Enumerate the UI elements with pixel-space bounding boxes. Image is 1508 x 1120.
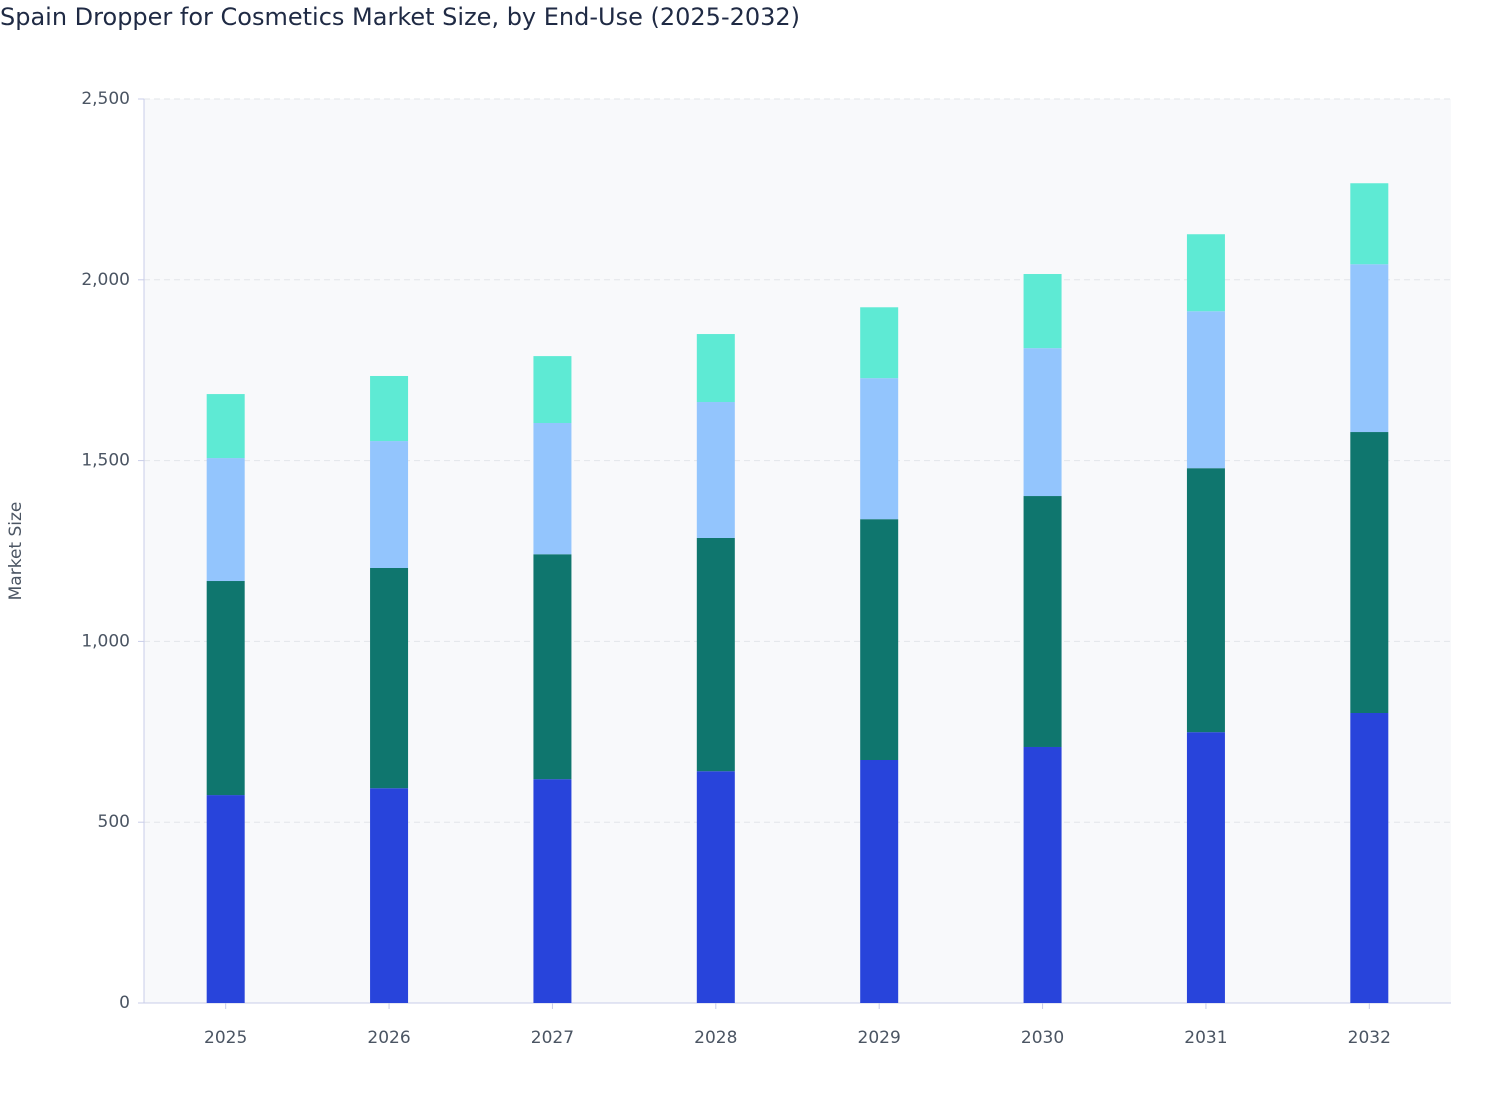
y-tick-label: 2,000 <box>81 270 130 290</box>
x-tick-label: 2027 <box>531 1028 574 1048</box>
bar-segment <box>370 441 409 568</box>
y-tick-label: 1,000 <box>81 631 130 651</box>
bar-segment <box>533 422 572 555</box>
bar-segment <box>696 537 735 772</box>
bar-segment <box>1023 496 1062 747</box>
bar-segment <box>696 334 735 403</box>
bar-segment <box>1023 348 1062 497</box>
bar-segment <box>206 581 245 796</box>
bar-segment <box>696 402 735 538</box>
bar-segment <box>1350 432 1389 713</box>
bar-segment <box>370 567 409 789</box>
bar-segment <box>206 394 245 459</box>
x-tick-label: 2026 <box>367 1028 410 1048</box>
y-tick-label: 0 <box>119 993 130 1013</box>
bar-segment <box>1186 732 1225 1003</box>
bar-segment <box>206 795 245 1003</box>
bar-segment <box>1186 468 1225 733</box>
y-tick-label: 2,500 <box>81 89 130 109</box>
bar-segment <box>1023 746 1062 1003</box>
x-tick-label: 2025 <box>204 1028 247 1048</box>
bar-segment <box>533 356 572 423</box>
bar-segment <box>860 519 899 761</box>
bar-segment <box>370 788 409 1003</box>
x-tick-label: 2029 <box>858 1028 901 1048</box>
x-tick-label: 2028 <box>694 1028 737 1048</box>
bar-segment <box>206 458 245 582</box>
x-tick-label: 2031 <box>1184 1028 1227 1048</box>
bar-segment <box>1350 712 1389 1003</box>
y-tick-label: 1,500 <box>81 451 130 471</box>
bar-segment <box>370 375 409 442</box>
bar-segment <box>860 307 899 379</box>
plot-background <box>144 99 1451 1003</box>
bar-segment <box>1350 264 1389 433</box>
bar-segment <box>1023 274 1062 349</box>
bar-segment <box>860 760 899 1003</box>
bar-segment <box>533 554 572 780</box>
y-tick-label: 500 <box>98 812 130 832</box>
bar-segment <box>533 779 572 1003</box>
chart-title: Spain Dropper for Cosmetics Market Size,… <box>0 3 800 31</box>
x-tick-label: 2032 <box>1348 1028 1391 1048</box>
bar-segment <box>1350 183 1389 265</box>
x-tick-label: 2030 <box>1021 1028 1064 1048</box>
bar-segment <box>1186 311 1225 469</box>
bar-segment <box>696 771 735 1003</box>
bar-segment <box>860 378 899 520</box>
bar-segment <box>1186 234 1225 312</box>
y-axis-label: Market Size <box>6 502 26 601</box>
